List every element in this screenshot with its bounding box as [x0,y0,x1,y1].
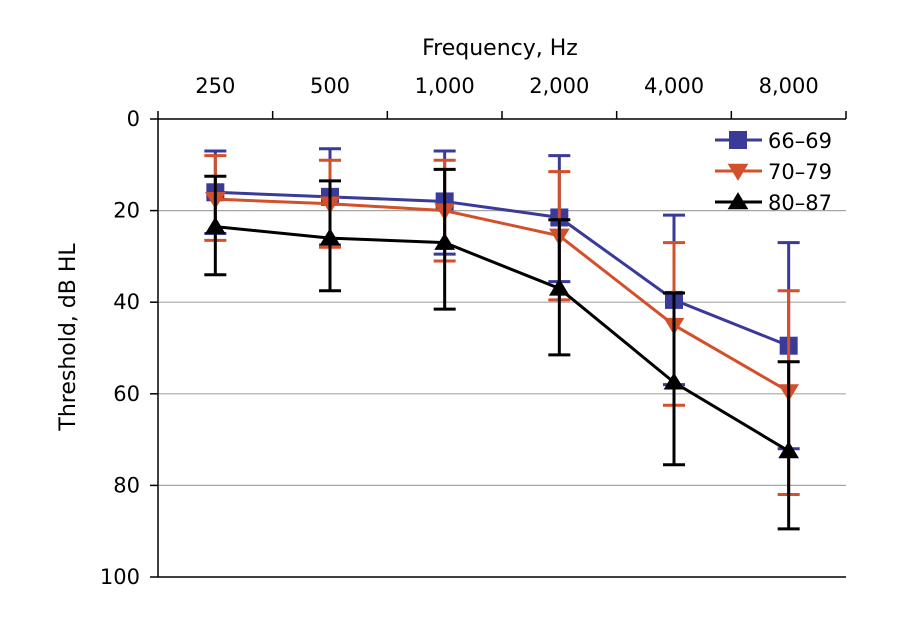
y-tick-label: 80 [113,473,140,497]
y-tick-label: 40 [113,290,140,314]
legend-item: 80–87 [715,191,832,215]
series-2-line [215,197,790,393]
data-point [434,232,456,250]
legend-item: 70–79 [715,160,832,184]
legend-label: 66–69 [768,129,832,153]
legend-marker [727,163,749,181]
data-point [548,278,570,296]
x-tick-label: 500 [310,74,350,98]
x-tick-label: 1,000 [415,74,475,98]
series-3-line [215,225,790,453]
y-axis-title: Threshold, dB HL [56,243,81,432]
y-tick-label: 20 [113,199,140,223]
data-point [778,441,800,459]
axes: 0 20 40 60 80 100 250 500 1,000 2,000 4,000 8,000 [100,74,847,589]
y-tick-label: 0 [127,107,140,131]
data-point [319,228,341,246]
legend-label: 70–79 [768,160,832,184]
grid-lines [158,210,846,486]
legend-item: 66–69 [715,129,832,153]
x-tick-label: 250 [195,74,235,98]
legend-marker [727,192,749,210]
legend-label: 80–87 [768,191,832,215]
data-point [663,372,685,390]
series-1-line [215,190,790,348]
x-tick-label: 2,000 [529,74,589,98]
x-tick-label: 8,000 [759,74,819,98]
x-axis-title: Frequency, Hz [422,36,578,61]
data-point [204,216,226,234]
series-group [204,147,800,531]
y-tick-label: 60 [113,382,140,406]
x-tick-label: 4,000 [644,74,704,98]
legend: 66–69 70–79 80–87 [715,129,832,215]
series-2 [204,154,800,497]
y-tick-label: 100 [100,565,140,589]
legend-marker [729,131,747,149]
series-3 [204,167,800,531]
